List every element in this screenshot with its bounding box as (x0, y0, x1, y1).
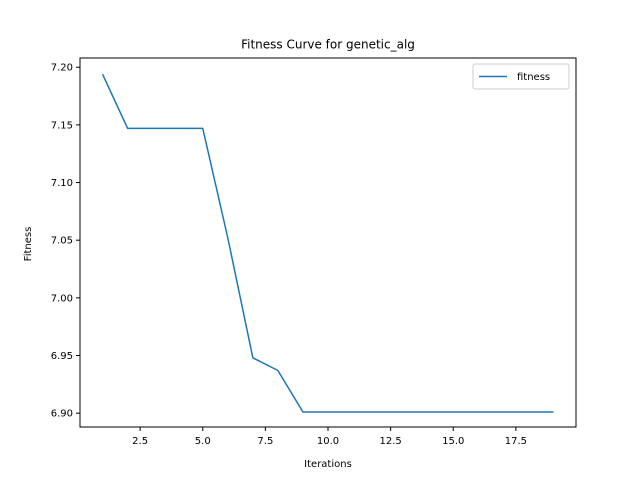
legend: fitness (472, 63, 570, 90)
chart-title: Fitness Curve for genetic_alg (241, 38, 415, 52)
x-tick-label: 2.5 (132, 436, 148, 447)
y-tick-label: 7.05 (51, 236, 73, 247)
series-layer (101, 73, 554, 413)
x-tick-label: 5.0 (195, 436, 211, 447)
y-tick-label: 7.10 (51, 178, 73, 189)
series-line-fitness (101, 73, 554, 413)
x-tick-label: 15.0 (442, 436, 464, 447)
y-tick-label: 6.95 (51, 351, 73, 362)
legend-box (472, 63, 570, 90)
x-axis-title: Iterations (304, 459, 352, 470)
x-tick-label: 12.5 (379, 436, 401, 447)
y-tick-label: 7.15 (51, 120, 73, 131)
x-axis: 2.5 5.0 7.5 10.0 12.5 15.0 17.5 (132, 427, 527, 447)
y-tick-label: 6.90 (51, 409, 73, 420)
x-tick-label: 17.5 (505, 436, 527, 447)
x-tick-label: 7.5 (257, 436, 273, 447)
y-axis-title: Fitness (23, 227, 34, 262)
y-tick-label: 7.00 (51, 293, 73, 304)
legend-label: fitness (517, 72, 550, 83)
y-axis: 6.90 6.95 7.00 7.05 7.10 7.15 7.20 (51, 63, 80, 420)
x-tick-label: 10.0 (317, 436, 339, 447)
y-tick-label: 7.20 (51, 63, 73, 74)
